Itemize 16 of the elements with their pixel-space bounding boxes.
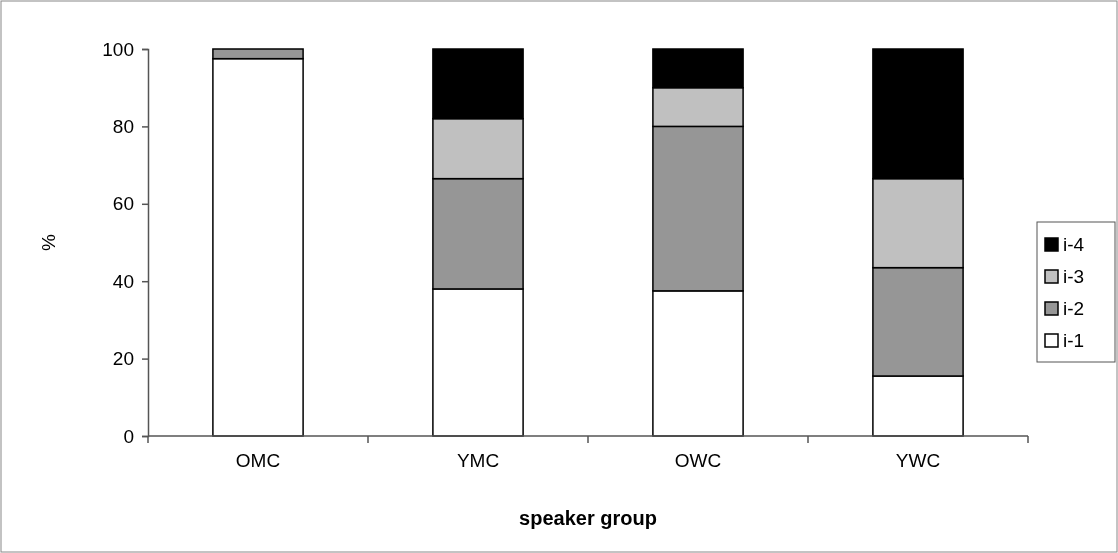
x-tick-label: YWC bbox=[895, 450, 941, 472]
x-tick-label: OMC bbox=[235, 450, 281, 472]
y-tick-label: 40 bbox=[112, 270, 134, 292]
legend-label: i-3 bbox=[1063, 266, 1085, 287]
y-tick-label: 80 bbox=[112, 115, 134, 137]
legend-label: i-2 bbox=[1063, 298, 1085, 319]
legend-label: i-4 bbox=[1063, 234, 1085, 255]
y-axis-title: % bbox=[38, 233, 59, 251]
y-tick-label: 60 bbox=[112, 193, 134, 215]
x-tick-label: OWC bbox=[674, 450, 722, 472]
x-axis-title: speaker group bbox=[519, 507, 657, 529]
y-tick-label: 0 bbox=[123, 425, 134, 447]
x-tick-label: YMC bbox=[456, 450, 500, 472]
y-tick-label: 20 bbox=[112, 348, 134, 370]
y-tick-label: 100 bbox=[102, 38, 134, 60]
legend-label: i-1 bbox=[1063, 330, 1085, 351]
